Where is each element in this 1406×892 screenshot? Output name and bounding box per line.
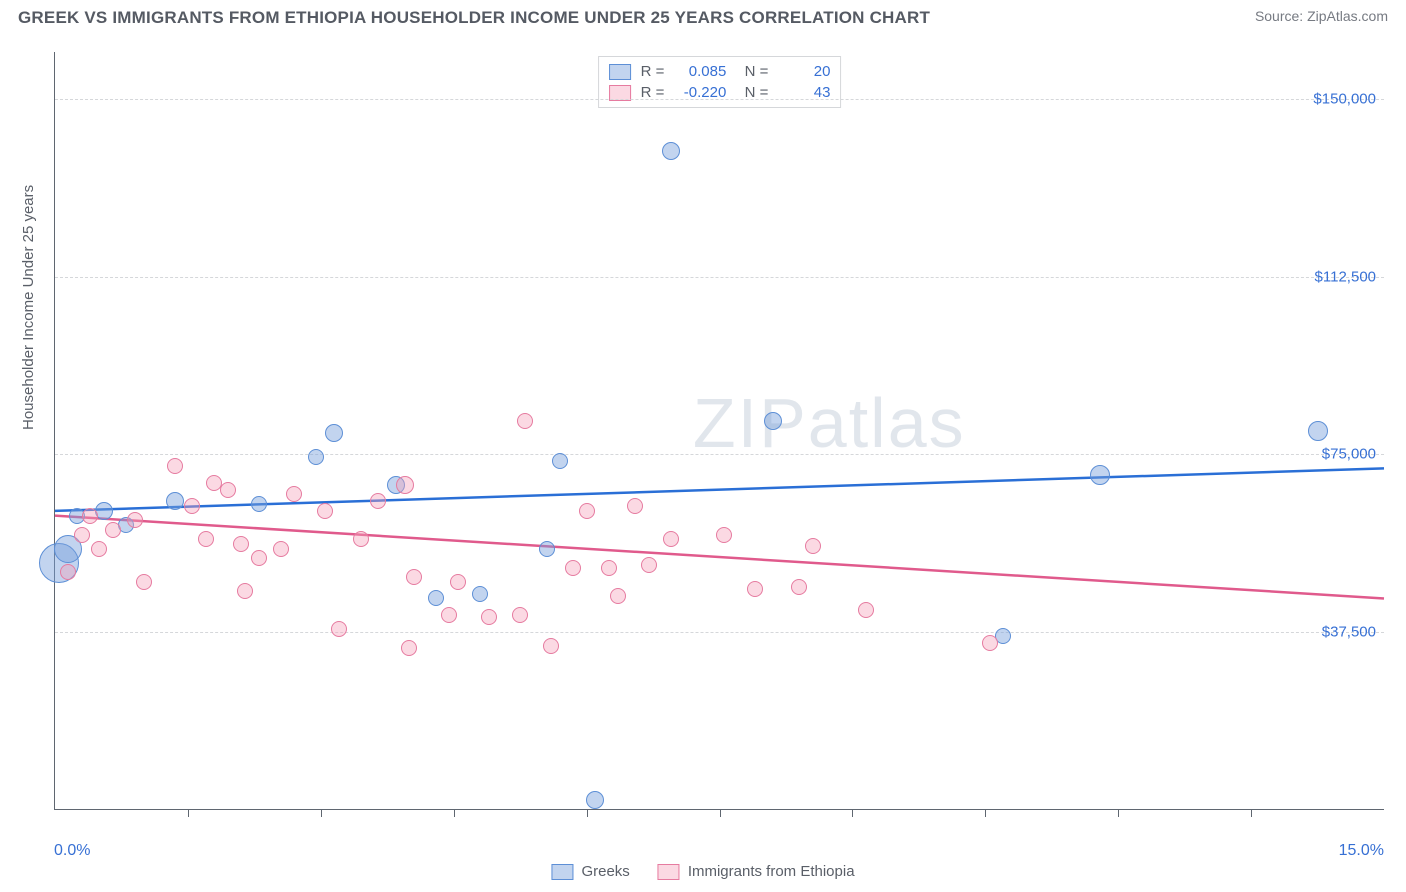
data-point (601, 560, 617, 576)
data-point (82, 508, 98, 524)
data-point (579, 503, 595, 519)
source-label: Source: ZipAtlas.com (1255, 8, 1388, 24)
data-point (353, 531, 369, 547)
data-point (662, 142, 680, 160)
chart-title: GREEK VS IMMIGRANTS FROM ETHIOPIA HOUSEH… (18, 8, 930, 28)
data-point (517, 413, 533, 429)
data-point (220, 482, 236, 498)
x-tick (1251, 809, 1252, 817)
data-point (512, 607, 528, 623)
data-point (481, 609, 497, 625)
y-axis-label: Householder Income Under 25 years (20, 185, 37, 430)
data-point (1090, 465, 1110, 485)
legend-label-0: Greeks (581, 863, 629, 880)
data-point (396, 476, 414, 494)
data-point (308, 449, 324, 465)
data-point (198, 531, 214, 547)
data-point (805, 538, 821, 554)
data-point (60, 564, 76, 580)
x-tick (454, 809, 455, 817)
legend-item-1: Immigrants from Ethiopia (658, 863, 855, 880)
x-tick (852, 809, 853, 817)
data-point (136, 574, 152, 590)
data-point (543, 638, 559, 654)
data-point (539, 541, 555, 557)
data-point (251, 496, 267, 512)
x-axis-start-label: 0.0% (54, 842, 90, 860)
legend-label-1: Immigrants from Ethiopia (688, 863, 855, 880)
data-point (91, 541, 107, 557)
data-point (251, 550, 267, 566)
data-point (184, 498, 200, 514)
data-point (273, 541, 289, 557)
data-point (641, 557, 657, 573)
data-point (764, 412, 782, 430)
data-point (627, 498, 643, 514)
legend-swatch-1 (658, 864, 680, 880)
data-point (105, 522, 121, 538)
data-point (586, 791, 604, 809)
data-point (237, 583, 253, 599)
data-point (565, 560, 581, 576)
data-point (370, 493, 386, 509)
data-point (716, 527, 732, 543)
data-point (233, 536, 249, 552)
data-point (127, 512, 143, 528)
data-point (167, 458, 183, 474)
data-point (401, 640, 417, 656)
data-point (747, 581, 763, 597)
x-axis-end-label: 15.0% (1339, 842, 1384, 860)
data-point (552, 453, 568, 469)
data-point (982, 635, 998, 651)
x-tick (1118, 809, 1119, 817)
data-point (663, 531, 679, 547)
chart-plot-area: ZIPatlas R = 0.085 N = 20 R = -0.220 N =… (54, 52, 1384, 810)
legend-swatch-0 (551, 864, 573, 880)
x-tick (188, 809, 189, 817)
data-point (791, 579, 807, 595)
x-tick (587, 809, 588, 817)
data-point (1308, 421, 1328, 441)
data-point (317, 503, 333, 519)
data-point (74, 527, 90, 543)
trend-lines-layer (55, 52, 1384, 809)
data-point (610, 588, 626, 604)
data-point (406, 569, 422, 585)
legend-item-0: Greeks (551, 863, 629, 880)
data-point (286, 486, 302, 502)
data-point (441, 607, 457, 623)
data-point (450, 574, 466, 590)
x-tick (985, 809, 986, 817)
data-point (472, 586, 488, 602)
data-point (166, 492, 184, 510)
data-point (428, 590, 444, 606)
x-tick (321, 809, 322, 817)
x-tick (720, 809, 721, 817)
data-point (331, 621, 347, 637)
data-point (325, 424, 343, 442)
bottom-legend: Greeks Immigrants from Ethiopia (551, 863, 854, 880)
data-point (858, 602, 874, 618)
